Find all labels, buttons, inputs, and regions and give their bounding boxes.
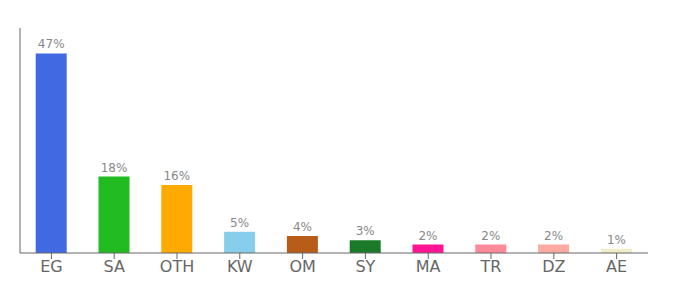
svg-text:18%: 18%	[101, 161, 128, 175]
svg-text:3%: 3%	[356, 224, 375, 238]
svg-text:2%: 2%	[481, 229, 500, 243]
svg-text:16%: 16%	[163, 169, 190, 183]
svg-text:SA: SA	[103, 257, 124, 276]
svg-text:2%: 2%	[544, 229, 563, 243]
svg-text:DZ: DZ	[542, 257, 565, 276]
svg-text:TR: TR	[480, 257, 502, 276]
svg-text:KW: KW	[227, 257, 253, 276]
svg-text:2%: 2%	[418, 229, 437, 243]
svg-text:AE: AE	[606, 257, 627, 276]
svg-text:5%: 5%	[230, 216, 249, 230]
svg-text:4%: 4%	[293, 220, 312, 234]
svg-text:MA: MA	[416, 257, 441, 276]
svg-text:47%: 47%	[38, 37, 65, 51]
svg-text:1%: 1%	[607, 233, 626, 247]
svg-text:SY: SY	[355, 257, 375, 276]
svg-text:EG: EG	[40, 257, 63, 276]
svg-text:OM: OM	[289, 257, 315, 276]
svg-text:OTH: OTH	[160, 257, 194, 276]
